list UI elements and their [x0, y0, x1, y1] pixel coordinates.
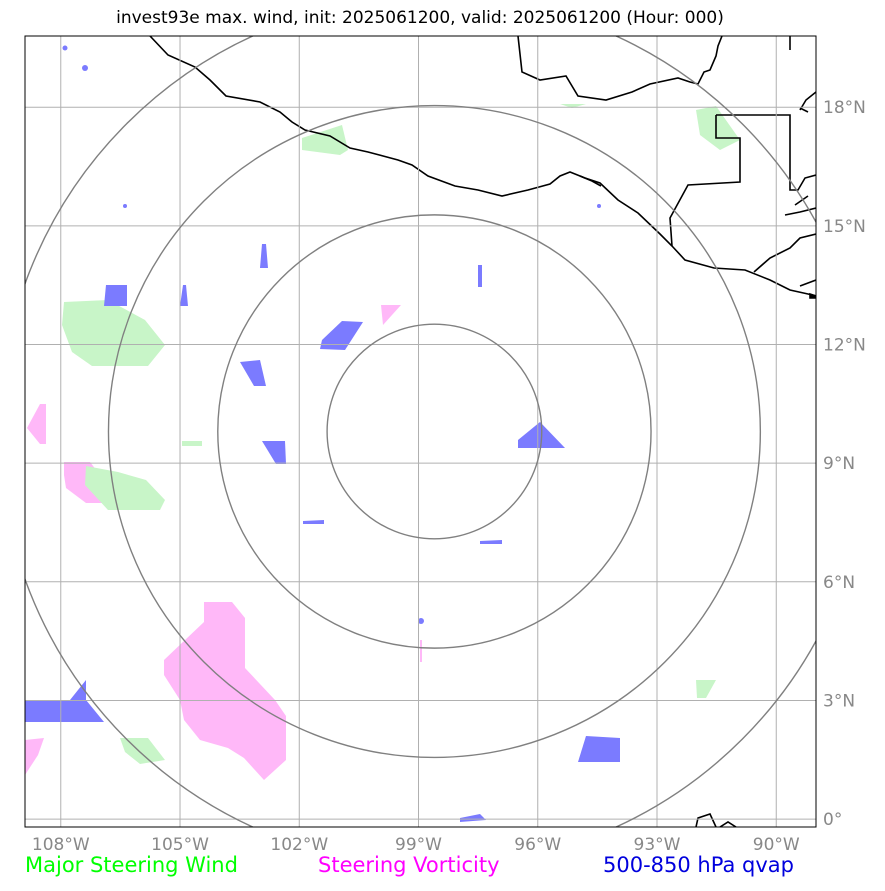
qvap-patch	[578, 736, 620, 762]
qvap-patch	[418, 618, 424, 624]
qvap-patch	[104, 285, 127, 306]
latitude-axis: 0° 3°N 6°N 9°N 12°N 15°N 18°N	[823, 98, 866, 830]
qvap-patch	[240, 360, 266, 386]
graticule	[25, 36, 816, 827]
latitude-tick-label: 15°N	[823, 217, 866, 237]
range-ring	[326, 323, 543, 540]
wind-patch	[696, 680, 716, 698]
longitude-axis: 108°W 105°W 102°W 99°W 96°W 93°W 90°W	[32, 835, 800, 855]
qvap-patch	[480, 540, 502, 544]
qvap-patch	[262, 441, 286, 464]
wind-patch	[560, 104, 586, 108]
latitude-tick-label: 9°N	[823, 454, 855, 474]
wind-patch	[120, 738, 165, 764]
vorticity-patch	[25, 738, 44, 775]
qvap-patch	[123, 204, 127, 208]
qvap-patch	[478, 265, 482, 287]
longitude-tick-label: 90°W	[753, 835, 800, 855]
latitude-tick-label: 0°	[823, 810, 842, 830]
wind-patch	[696, 106, 740, 150]
map-frame	[24, 35, 817, 828]
legend-major-steering-wind: Major Steering Wind	[25, 853, 238, 877]
longitude-tick-label: 108°W	[32, 835, 90, 855]
longitude-tick-label: 93°W	[634, 835, 681, 855]
latitude-tick-label: 6°N	[823, 573, 855, 593]
qvap-patch	[460, 814, 486, 822]
latitude-tick-label: 18°N	[823, 98, 866, 118]
coastline	[149, 36, 816, 827]
longitude-tick-label: 96°W	[514, 835, 561, 855]
qvap-patch	[180, 285, 188, 306]
vorticity-patch	[420, 640, 422, 662]
qvap-areas	[25, 45, 620, 822]
legend-qvap: 500-850 hPa qvap	[603, 853, 794, 877]
wind-patch	[302, 125, 348, 155]
vorticity-patch	[381, 305, 401, 325]
range-ring	[107, 104, 762, 759]
latitude-tick-label: 12°N	[823, 335, 866, 355]
qvap-patch	[260, 244, 268, 268]
longitude-tick-label: 105°W	[151, 835, 209, 855]
latitude-tick-label: 3°N	[823, 691, 855, 711]
qvap-patch	[62, 45, 68, 51]
wind-patch	[85, 466, 165, 510]
qvap-patch	[597, 204, 601, 208]
qvap-patch	[303, 520, 324, 524]
range-ring	[217, 214, 652, 649]
map-title: invest93e max. wind, init: 2025061200, v…	[116, 8, 724, 28]
range-ring	[25, 36, 816, 827]
qvap-patch	[82, 65, 88, 71]
longitude-tick-label: 99°W	[395, 835, 442, 855]
legend-steering-vorticity: Steering Vorticity	[318, 853, 500, 877]
vorticity-patch	[164, 602, 286, 780]
wind-areas	[62, 104, 740, 764]
range-rings	[25, 36, 816, 827]
qvap-patch	[320, 321, 363, 350]
wind-patch	[182, 441, 202, 446]
vorticity-patch	[27, 404, 46, 444]
longitude-tick-label: 102°W	[270, 835, 328, 855]
wind-patch	[62, 300, 165, 366]
